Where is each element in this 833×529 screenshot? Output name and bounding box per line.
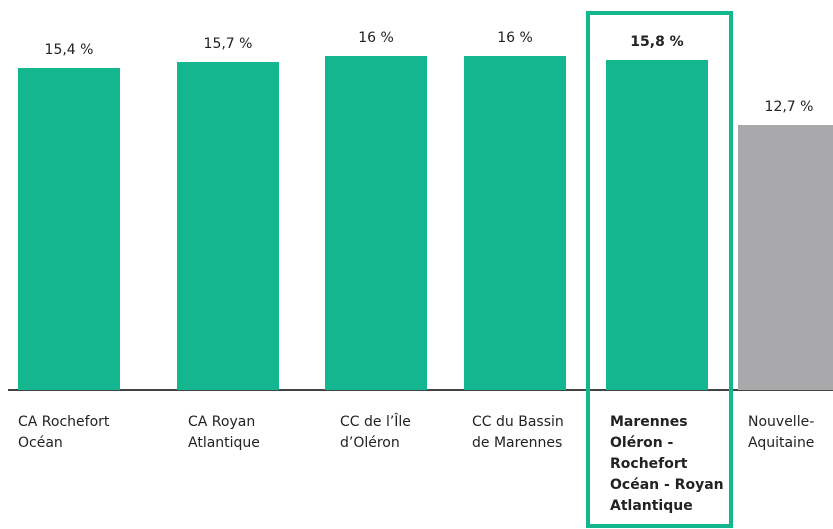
category-label: CC de l’Île d’Oléron [340, 414, 411, 451]
value-label: 15,7 % [203, 35, 253, 52]
value-label: 16 % [497, 29, 533, 46]
highlight-box [586, 11, 733, 528]
value-label: 16 % [358, 29, 394, 46]
category-label: Marennes Oléron - Rochefort Océan - Roya… [610, 414, 724, 514]
bar [325, 55, 427, 390]
bar [738, 124, 833, 390]
category-label: Nouvelle- Aquitaine [748, 414, 815, 451]
category-label: CA Rochefort Océan [18, 414, 110, 451]
value-label: 15,8 % [630, 33, 684, 50]
bar [464, 55, 566, 390]
value-label: 12,7 % [764, 98, 814, 115]
value-label: 15,4 % [44, 42, 94, 59]
baseline [8, 389, 833, 391]
bar [177, 61, 279, 390]
bar [18, 68, 120, 390]
category-label: CA Royan Atlantique [188, 414, 260, 451]
bar [606, 59, 708, 390]
category-label: CC du Bassin de Marennes [472, 414, 564, 451]
